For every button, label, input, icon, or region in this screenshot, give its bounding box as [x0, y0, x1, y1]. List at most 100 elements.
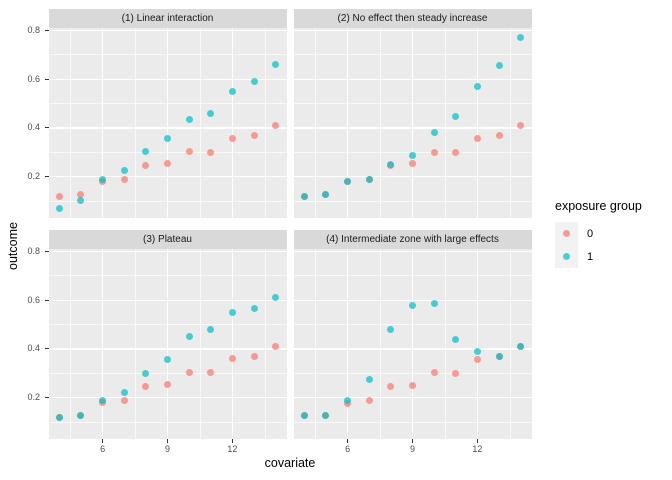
y-tick-label: 0.8 [27, 24, 40, 35]
point-group1 [365, 175, 373, 183]
point-group1 [344, 177, 352, 185]
gridline [293, 78, 532, 80]
point-group0 [409, 159, 416, 167]
point-group1 [272, 294, 280, 302]
point-group0 [142, 162, 150, 170]
x-tick-mark [476, 439, 478, 443]
facet-panel-1 [48, 28, 287, 218]
point-group1 [55, 204, 63, 212]
gridline [166, 28, 169, 218]
gridline [101, 249, 104, 439]
point-group1 [207, 325, 215, 333]
point-group1 [387, 325, 395, 333]
point-group1 [517, 34, 525, 42]
point-group0 [473, 356, 481, 364]
legend-label-group1: 1 [587, 250, 594, 263]
point-group1 [495, 352, 503, 360]
gridline [199, 249, 201, 439]
facet-title-3: (3) Plateau [143, 233, 192, 245]
point-group0 [473, 135, 481, 143]
gridline [48, 299, 287, 301]
facet-title-1: (1) Linear interaction [121, 12, 214, 24]
point-group0 [164, 380, 171, 388]
gridline [48, 396, 287, 399]
legend-item-group0: 0 [555, 222, 642, 245]
point-group1 [164, 135, 171, 143]
gridline [48, 29, 287, 32]
y-tick-mark [45, 176, 49, 178]
facet-title-2: (2) No effect then steady increase [337, 12, 488, 24]
x-tick-label: 6 [345, 444, 351, 454]
facet-strip-2: (2) No effect then steady increase [293, 8, 532, 28]
gridline [509, 249, 511, 439]
gridline [293, 348, 532, 350]
y-tick-label: 0.4 [27, 122, 40, 133]
point-group1 [250, 78, 258, 86]
point-group0 [517, 121, 525, 129]
y-tick-mark [45, 397, 49, 399]
gridline [134, 249, 136, 439]
gridline [48, 250, 287, 253]
facet-title-4: (4) Intermediate zone with large effects [326, 233, 499, 245]
point-group0 [164, 159, 171, 167]
point-group1 [409, 152, 416, 160]
point-group0 [55, 192, 63, 200]
gridline [293, 175, 532, 178]
x-axis-title: covariate [264, 456, 316, 470]
x-tick-mark [412, 439, 413, 443]
gridline [293, 250, 532, 253]
legend-key-box [555, 245, 578, 268]
point-group1 [409, 301, 416, 309]
facet-panel-4 [293, 249, 532, 439]
point-group1 [77, 412, 85, 420]
point-group1 [185, 333, 193, 341]
point-group1 [142, 369, 150, 377]
gridline [48, 348, 287, 350]
y-tick-label: 0.2 [27, 171, 40, 182]
point-group0 [452, 148, 460, 156]
y-tick-mark [45, 348, 49, 350]
gridline [48, 78, 287, 80]
x-tick-label: 6 [100, 444, 106, 454]
point-group1 [452, 335, 460, 343]
point-group0 [365, 396, 373, 404]
point-group0 [430, 368, 438, 376]
point-group1 [55, 413, 63, 421]
gridline [346, 28, 349, 218]
point-group0 [228, 135, 236, 143]
point-group1 [228, 308, 236, 316]
point-group1 [517, 342, 525, 350]
y-tick-label: 0.2 [27, 392, 40, 403]
legend-label-group0: 0 [587, 227, 594, 240]
y-tick-mark [45, 127, 49, 129]
x-tick-label: 9 [409, 444, 416, 454]
point-group0 [120, 175, 128, 183]
point-group0 [77, 191, 85, 199]
point-group1 [207, 109, 215, 117]
point-group0 [272, 121, 280, 129]
point-group0 [185, 147, 193, 155]
point-group1 [322, 191, 330, 199]
gridline [48, 127, 287, 129]
point-group0 [142, 383, 150, 391]
point-group1 [452, 113, 460, 121]
point-group0 [409, 381, 416, 389]
gridline [264, 249, 266, 439]
x-tick-label: 12 [472, 444, 483, 454]
x-tick-mark [347, 439, 349, 443]
point-group1 [322, 412, 330, 420]
point-group1 [387, 160, 395, 168]
gridline [166, 249, 169, 439]
point-group0 [344, 400, 352, 408]
gridline [444, 28, 446, 218]
y-tick-label: 0.6 [27, 294, 40, 305]
point-group1 [228, 87, 236, 95]
point-group1 [250, 305, 258, 313]
gridline [509, 28, 511, 218]
point-group1 [120, 389, 128, 397]
y-tick-mark [45, 250, 49, 252]
gridline [293, 396, 532, 399]
gridline [231, 28, 234, 218]
facet-strip-4: (4) Intermediate zone with large effects [293, 229, 532, 249]
x-tick-mark [167, 439, 168, 443]
